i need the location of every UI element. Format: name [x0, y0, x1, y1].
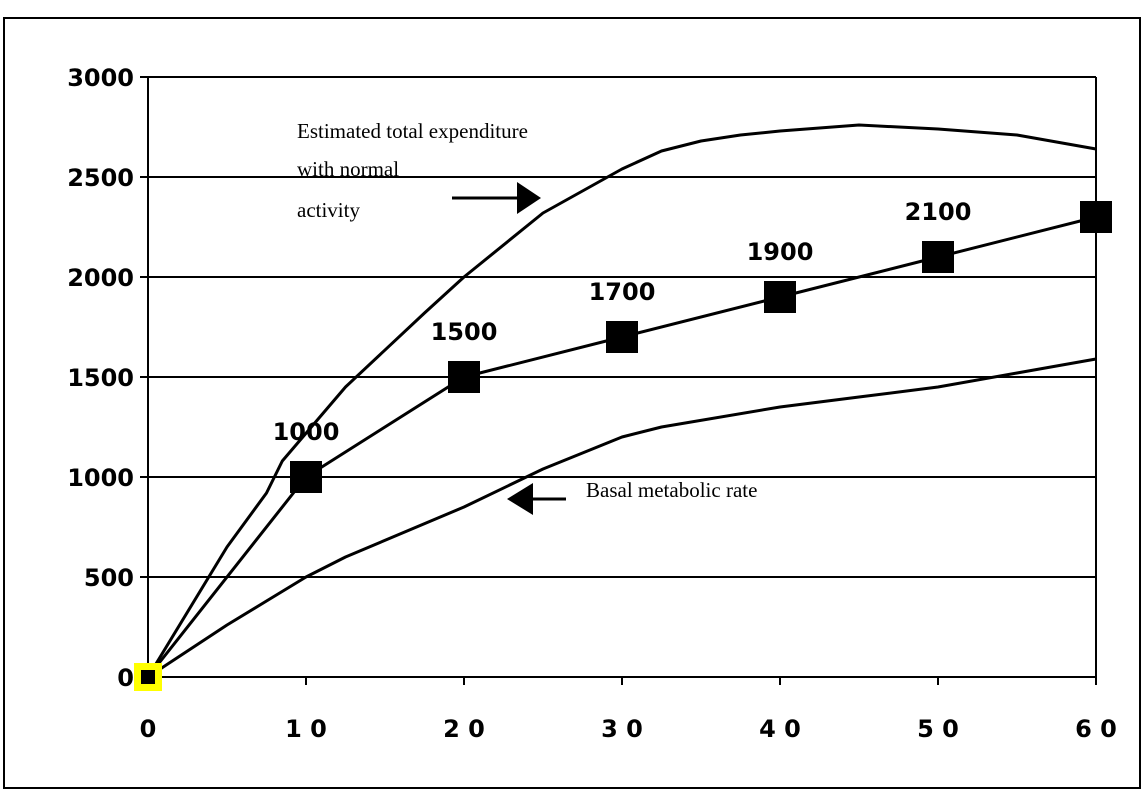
annotation-arrowhead-1: [517, 182, 541, 214]
y-tick-label-1000: 1000: [67, 464, 134, 492]
annotation-basal-metabolic-rate: Basal metabolic rate: [586, 478, 757, 502]
data-point-marker-40: [764, 281, 796, 313]
annotation-total-expenditure-line-1: Estimated total expenditure: [297, 119, 528, 143]
x-tick-label-10: 1 0: [285, 715, 327, 743]
data-point-label-30: 1700: [589, 278, 656, 306]
data-point-marker-0: [141, 670, 155, 684]
data-point-marker-20: [448, 361, 480, 393]
x-tick-label-20: 2 0: [443, 715, 485, 743]
chart-frame: [3, 17, 1141, 789]
series-line-0: [146, 123, 1097, 678]
x-tick-label-30: 3 0: [601, 715, 643, 743]
data-point-marker-10: [290, 461, 322, 493]
tick-labels: 0 500 1000 1500 2000 2500 3000 0 1 0 2 0 3 0 4 0 5 0…: [67, 64, 1117, 743]
annotation-arrowhead-2: [507, 483, 533, 515]
y-tick-label-500: 500: [84, 564, 134, 592]
y-tick-label-2000: 2000: [67, 264, 134, 292]
y-tick-label-3000: 3000: [67, 64, 134, 92]
data-point-marker-50: [922, 241, 954, 273]
x-tick-label-50: 5 0: [917, 715, 959, 743]
annotations: Estimated total expenditure with normal ac…: [297, 119, 757, 515]
series-markers: 1000 1500 1700 1900 2100: [134, 198, 1112, 691]
axes: [140, 76, 1097, 685]
data-point-label-10: 1000: [273, 418, 340, 446]
x-tick-label-60: 6 0: [1075, 715, 1117, 743]
y-tick-label-1500: 1500: [67, 364, 134, 392]
annotation-total-expenditure-line-3: activity: [297, 198, 360, 222]
data-point-label-20: 1500: [431, 318, 498, 346]
y-tick-label-2500: 2500: [67, 164, 134, 192]
data-point-label-50: 2100: [905, 198, 972, 226]
annotation-total-expenditure-line-2: with normal: [297, 157, 399, 181]
data-point-marker-30: [606, 321, 638, 353]
data-point-label-40: 1900: [747, 238, 814, 266]
y-tick-label-0: 0: [117, 664, 134, 692]
series-line-2: [147, 357, 1097, 679]
data-point-marker-60: [1080, 201, 1112, 233]
x-tick-label-0: 0: [140, 715, 157, 743]
x-tick-label-40: 4 0: [759, 715, 801, 743]
